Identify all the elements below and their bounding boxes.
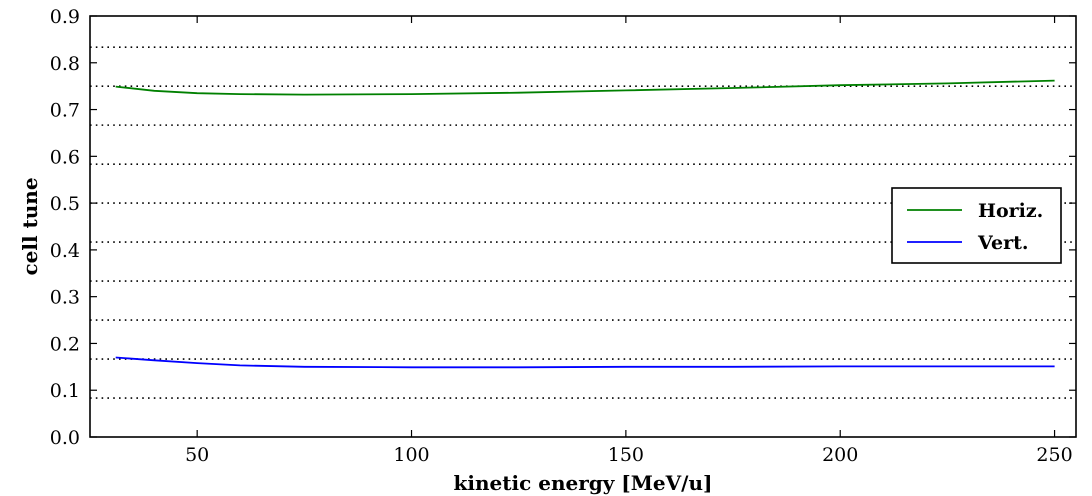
x-axis-title: kinetic energy [MeV/u] bbox=[454, 471, 713, 495]
y-tick-label: 0.9 bbox=[50, 6, 80, 28]
y-tick-label: 0.7 bbox=[50, 100, 80, 122]
y-tick-label: 0.0 bbox=[50, 427, 80, 449]
legend: Horiz. Vert. bbox=[891, 187, 1062, 264]
x-tick-label: 50 bbox=[185, 444, 209, 466]
x-tick-label: 200 bbox=[822, 444, 858, 466]
x-tick-label: 250 bbox=[1036, 444, 1072, 466]
plot-area-frame bbox=[89, 15, 1077, 438]
reference-lines bbox=[90, 46, 1076, 399]
y-tick-label: 0.1 bbox=[50, 380, 80, 402]
legend-label-vert: Vert. bbox=[977, 232, 1029, 254]
x-axis-ticks: 50 100 150 200 250 bbox=[185, 16, 1073, 466]
x-tick-label: 100 bbox=[393, 444, 429, 466]
series-lines bbox=[115, 79, 1055, 369]
y-tick-label: 0.2 bbox=[50, 333, 80, 355]
x-tick-label: 150 bbox=[608, 444, 644, 466]
legend-label-horiz: Horiz. bbox=[978, 200, 1043, 222]
series-line-vert bbox=[115, 356, 1055, 369]
y-axis-ticks: 0.0 0.1 0.2 0.3 0.4 0.5 0.6 0.7 0.8 0.9 bbox=[50, 6, 1076, 449]
y-tick-label: 0.6 bbox=[50, 146, 80, 168]
y-tick-label: 0.8 bbox=[50, 53, 80, 75]
y-axis-title: cell tune bbox=[18, 177, 42, 275]
y-tick-label: 0.4 bbox=[50, 240, 80, 262]
legend-box bbox=[891, 187, 1062, 264]
y-tick-label: 0.5 bbox=[50, 193, 80, 215]
y-tick-label: 0.3 bbox=[50, 287, 80, 309]
series-line-horiz bbox=[115, 79, 1055, 96]
